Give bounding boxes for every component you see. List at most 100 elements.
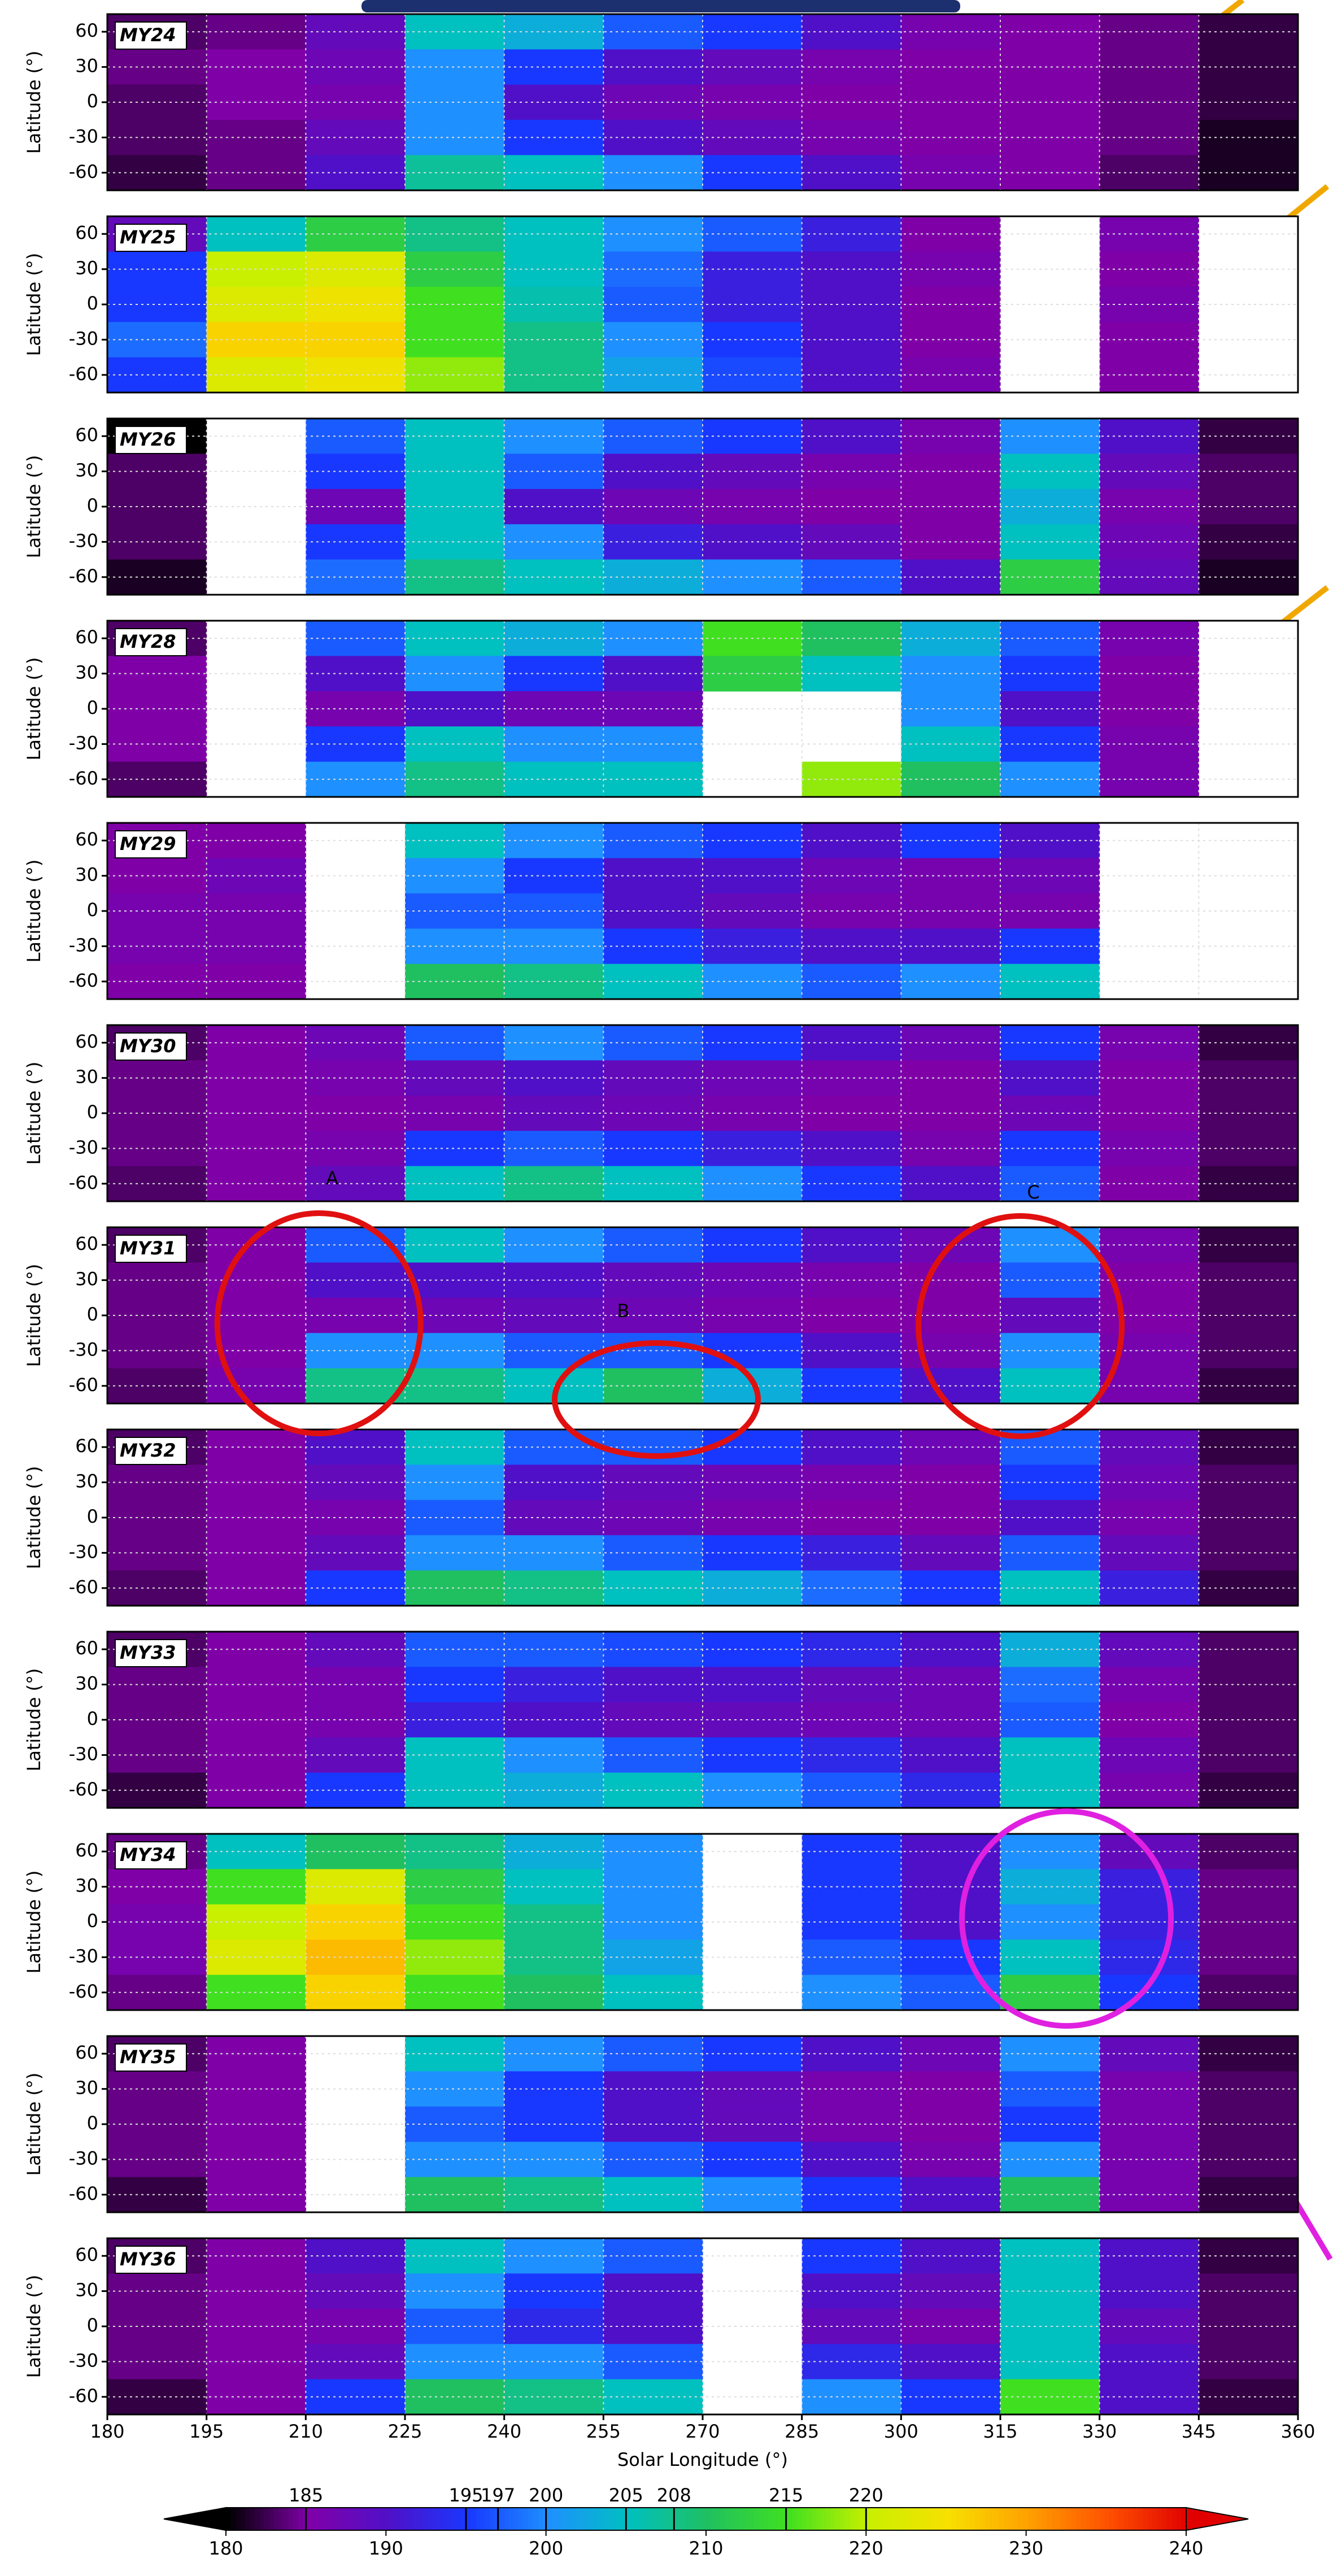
y-tick-label: 30 <box>75 864 98 886</box>
panel-title: MY28 <box>120 631 176 652</box>
heat-cell <box>603 1025 703 1061</box>
heat-cell <box>603 1060 703 1096</box>
heat-cell <box>107 2142 207 2177</box>
heat-cell <box>107 1571 207 1606</box>
heat-cell <box>603 1702 703 1738</box>
y-tick-label: -30 <box>69 2350 98 2371</box>
y-tick-label: 30 <box>75 1875 98 1897</box>
annotation-label: C <box>1027 1182 1039 1203</box>
heat-cell <box>802 419 901 454</box>
y-tick-label: 60 <box>75 1840 98 1861</box>
y-tick-label: -60 <box>69 768 98 789</box>
colorbar-step <box>476 2508 481 2530</box>
heat-cell <box>603 1333 703 1368</box>
colorbar-tick-label: 240 <box>1169 2538 1203 2559</box>
y-tick-label: 0 <box>87 495 98 516</box>
colorbar-step <box>250 2508 256 2530</box>
y-tick-label: -60 <box>69 565 98 587</box>
colorbar-step <box>1109 2508 1115 2530</box>
heat-cell <box>107 1060 207 1096</box>
colorbar-step <box>346 2508 352 2530</box>
colorbar-step <box>610 2508 616 2530</box>
colorbar-step <box>961 2508 966 2530</box>
colorbar-step <box>385 2508 390 2530</box>
heat-cell <box>603 2273 703 2309</box>
y-tick-label: 30 <box>75 258 98 279</box>
y-tick-label: 60 <box>75 1233 98 1254</box>
colorbar-step <box>1167 2508 1173 2530</box>
colorbar-step <box>1157 2508 1163 2530</box>
colorbar-step <box>903 2508 909 2530</box>
heat-cell <box>802 1500 901 1536</box>
colorbar-step <box>433 2508 438 2530</box>
heat-cell <box>107 893 207 929</box>
y-tick-label: 60 <box>75 2042 98 2063</box>
colorbar-step <box>807 2508 813 2530</box>
heat-cell <box>802 1262 901 1298</box>
colorbar-step <box>600 2508 606 2530</box>
y-tick-label: -60 <box>69 1172 98 1193</box>
colorbar-step <box>884 2508 890 2530</box>
colorbar-extend <box>1186 2508 1248 2530</box>
y-tick-label: -60 <box>69 1779 98 1800</box>
colorbar-step <box>773 2508 779 2530</box>
colorbar-step <box>913 2508 918 2530</box>
x-tick-label: 360 <box>1280 2421 1315 2442</box>
colorbar-step <box>778 2508 784 2530</box>
y-tick-label: 0 <box>87 293 98 314</box>
heat-cell <box>603 1227 703 1263</box>
heat-cell <box>802 2379 901 2415</box>
heat-cell <box>107 251 207 287</box>
colorbar-step <box>509 2508 515 2530</box>
heat-cell <box>107 524 207 560</box>
colorbar-step <box>831 2508 837 2530</box>
heat-cell <box>603 1632 703 1667</box>
heat-cell <box>107 1667 207 1702</box>
y-axis-label: Latitude (°) <box>23 253 45 356</box>
colorbar-step <box>654 2508 659 2530</box>
colorbar-step <box>802 2508 808 2530</box>
heat-cell <box>107 726 207 762</box>
heat-cell <box>802 120 901 155</box>
colorbar-step <box>1100 2508 1105 2530</box>
heat-cell <box>603 726 703 762</box>
y-tick-label: 0 <box>87 90 98 112</box>
y-tick-label: 30 <box>75 1269 98 1290</box>
colorbar-step <box>552 2508 558 2530</box>
colorbar-step <box>836 2508 842 2530</box>
colorbar-step <box>394 2508 400 2530</box>
heat-cell <box>107 49 207 85</box>
heat-cell <box>802 155 901 191</box>
y-tick-label: 30 <box>75 2279 98 2301</box>
heat-cell <box>603 1667 703 1702</box>
heat-cell <box>802 823 901 858</box>
heat-cell <box>107 1368 207 1404</box>
colorbar-step <box>879 2508 885 2530</box>
colorbar-step <box>826 2508 832 2530</box>
colorbar-step <box>812 2508 817 2530</box>
heat-cell <box>107 1975 207 2011</box>
colorbar-step <box>351 2508 356 2530</box>
heat-cell <box>802 762 901 797</box>
contour-level-label: 215 <box>769 2485 803 2506</box>
y-tick-label: 0 <box>87 1910 98 1932</box>
heat-cell <box>802 2036 901 2072</box>
y-tick-label: -30 <box>69 1945 98 1967</box>
colorbar-step <box>725 2508 731 2530</box>
y-tick-label: 30 <box>75 1066 98 1088</box>
heat-cell <box>107 1298 207 1333</box>
y-axis-label: Latitude (°) <box>23 2275 45 2378</box>
annotation-label: B <box>617 1300 629 1322</box>
heat-cell <box>802 560 901 595</box>
colorbar-step <box>500 2508 506 2530</box>
colorbar-step <box>677 2508 683 2530</box>
colorbar-step <box>821 2508 827 2530</box>
x-axis-label: Solar Longitude (°) <box>617 2449 788 2470</box>
panel-title: MY31 <box>120 1237 176 1259</box>
heat-cell <box>802 1166 901 1202</box>
y-tick-label: 0 <box>87 1101 98 1123</box>
heat-cell <box>802 1939 901 1975</box>
colorbar-step <box>1138 2508 1144 2530</box>
heat-cell <box>107 2071 207 2107</box>
colorbar-step <box>956 2508 961 2530</box>
